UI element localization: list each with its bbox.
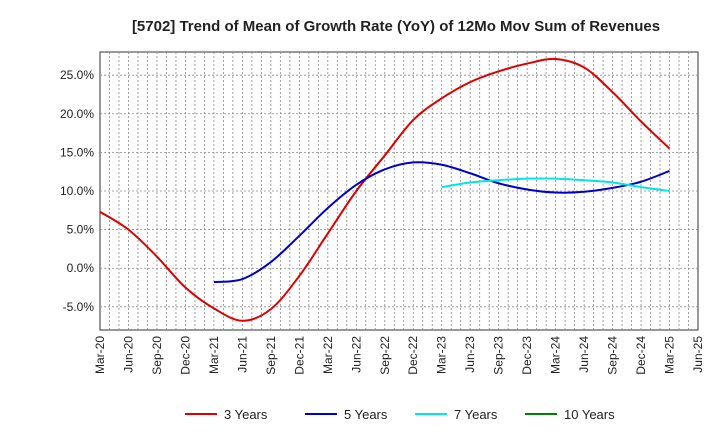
x-tick-label: Jun-22: [349, 336, 363, 373]
x-tick-label: Dec-24: [634, 336, 648, 375]
x-tick-label: Sep-23: [492, 336, 506, 375]
x-tick-label: Mar-24: [549, 336, 563, 374]
y-tick-label: -5.0%: [63, 300, 95, 314]
x-tick-label: Jun-23: [463, 336, 477, 373]
x-tick-label: Jun-25: [691, 336, 705, 373]
series-line-5-years: [213, 161, 670, 284]
y-tick-label: 15.0%: [60, 145, 94, 159]
legend-label: 3 Years: [224, 407, 268, 422]
series-line-3-years: [99, 57, 671, 322]
x-tick-label: Dec-21: [292, 336, 306, 375]
x-tick-label: Jun-24: [577, 336, 591, 373]
x-tick-label: Sep-22: [378, 336, 392, 375]
x-axis: Mar-20 Jun-20 Sep-20 Dec-20 Mar-21 Jun-21 Sep-…: [93, 336, 705, 375]
x-tick-label: Mar-23: [435, 336, 449, 374]
x-tick-label: Jun-20: [121, 336, 135, 373]
series-line-7-years: [441, 177, 670, 192]
y-axis: -5.0% 0.0% 5.0% 10.0% 15.0% 20.0% 25.0%: [60, 68, 94, 314]
y-tick-label: 25.0%: [60, 68, 94, 82]
y-tick-label: 10.0%: [60, 184, 94, 198]
x-tick-label: Sep-21: [264, 336, 278, 375]
legend: 3 Years 5 Years 7 Years 10 Years: [185, 407, 615, 422]
y-tick-label: 5.0%: [67, 223, 95, 237]
x-tick-label: Sep-20: [150, 336, 164, 375]
x-tick-label: Mar-22: [321, 336, 335, 374]
x-tick-label: Mar-20: [93, 336, 107, 374]
y-tick-label: 0.0%: [67, 261, 95, 275]
chart-title: [5702] Trend of Mean of Growth Rate (YoY…: [132, 18, 660, 35]
y-tick-label: 20.0%: [60, 107, 94, 121]
x-tick-label: Sep-24: [606, 336, 620, 375]
legend-label: 10 Years: [564, 407, 615, 422]
x-tick-label: Mar-21: [207, 336, 221, 374]
legend-label: 5 Years: [344, 407, 388, 422]
x-tick-label: Mar-25: [663, 336, 677, 374]
series-lines: [99, 57, 671, 322]
x-tick-label: Jun-21: [235, 336, 249, 373]
x-tick-label: Dec-23: [520, 336, 534, 375]
legend-label: 7 Years: [454, 407, 498, 422]
x-tick-label: Dec-20: [178, 336, 192, 375]
x-tick-label: Dec-22: [406, 336, 420, 375]
